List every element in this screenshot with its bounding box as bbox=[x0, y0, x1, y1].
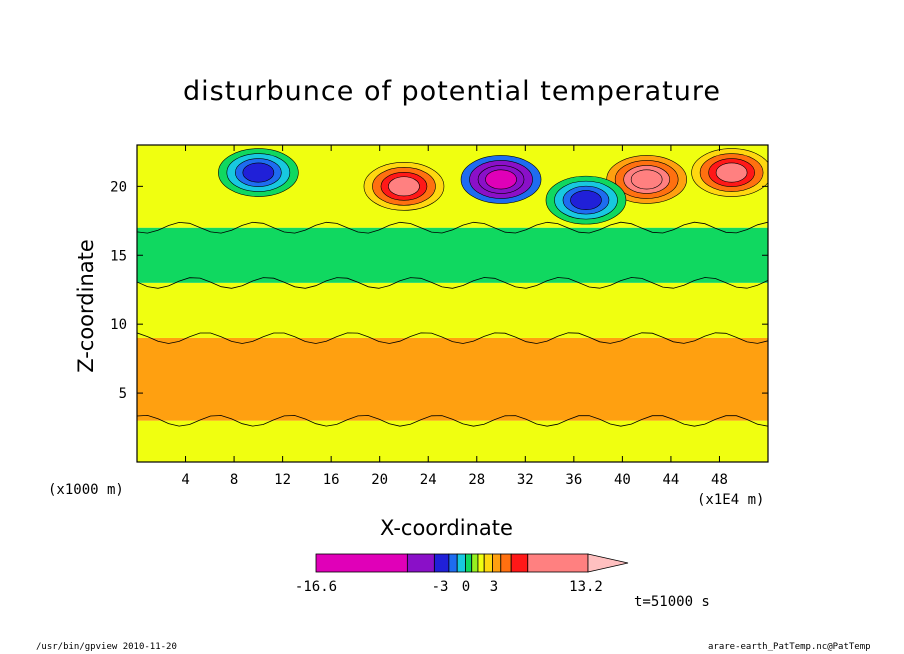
y-tick-label: 10 bbox=[110, 317, 127, 333]
contour-band bbox=[137, 227, 768, 283]
colorbar-swatch bbox=[483, 553, 493, 573]
colorbar-max-label: 13.2 bbox=[569, 579, 603, 595]
footer-file: arare-earth_PatTemp.nc@PatTemp bbox=[708, 642, 871, 652]
x-tick-label: 8 bbox=[230, 472, 238, 488]
x-tick-label: 20 bbox=[371, 472, 388, 488]
time-label: t=51000 s bbox=[634, 594, 710, 610]
x-scale-label: (x1E4 m) bbox=[697, 492, 765, 508]
colorbar-swatch bbox=[433, 553, 450, 573]
contour-band bbox=[137, 282, 768, 338]
anomaly-contour bbox=[242, 162, 275, 183]
colorbar-tick-label: 3 bbox=[490, 579, 498, 595]
colorbar-swatch bbox=[456, 553, 466, 573]
contour-line bbox=[137, 414, 768, 427]
x-axis-label: X-coordinate bbox=[380, 516, 513, 540]
colorbar-swatch bbox=[500, 553, 512, 573]
colorbar-swatch bbox=[510, 553, 529, 573]
colorbar-tick-label: 0 bbox=[462, 579, 470, 595]
colorbar-swatch bbox=[527, 553, 589, 573]
x-unit-label: (x1000 m) bbox=[48, 482, 124, 498]
y-axis: 5 10 15 20 bbox=[110, 179, 768, 402]
x-tick-label: 16 bbox=[323, 472, 340, 488]
x-tick-label: 36 bbox=[565, 472, 582, 488]
anomaly-contour bbox=[715, 162, 748, 183]
anomaly-contour bbox=[630, 169, 663, 190]
anomaly-contour bbox=[570, 190, 602, 211]
y-tick-label: 15 bbox=[110, 248, 127, 264]
colorbar-swatch bbox=[465, 553, 473, 573]
colorbar-swatch bbox=[315, 553, 408, 573]
contour-band bbox=[137, 337, 768, 421]
contour-line bbox=[137, 277, 768, 289]
anomaly-contour bbox=[388, 176, 420, 197]
x-tick-label: 12 bbox=[274, 472, 291, 488]
colorbar-arrow bbox=[587, 553, 629, 573]
x-tick-label: 24 bbox=[420, 472, 437, 488]
chart-title: disturbunce of potential temperature bbox=[183, 76, 721, 107]
x-tick-label: 48 bbox=[711, 472, 728, 488]
colorbar-min-label: -16.6 bbox=[295, 579, 337, 595]
contour-line bbox=[137, 332, 768, 344]
x-tick-label: 40 bbox=[614, 472, 631, 488]
colorbar: -16.6 13.2 -3 0 3 bbox=[295, 553, 629, 595]
plot-frame bbox=[136, 144, 769, 463]
colorbar-swatch bbox=[448, 553, 458, 573]
x-tick-label: 44 bbox=[662, 472, 679, 488]
footer-program: /usr/bin/gpview 2010-11-20 bbox=[36, 642, 177, 652]
x-tick-label: 4 bbox=[181, 472, 189, 488]
x-tick-label: 32 bbox=[517, 472, 534, 488]
colorbar-swatch bbox=[477, 553, 485, 573]
x-axis: 4 8 12 16 20 24 28 32 36 40 44 48 bbox=[181, 145, 728, 488]
y-tick-label: 5 bbox=[119, 386, 127, 402]
colorbar-swatch bbox=[492, 553, 502, 573]
colorbar-swatch bbox=[406, 553, 435, 573]
contour-line bbox=[137, 221, 768, 234]
contour-field bbox=[137, 145, 768, 462]
anomaly-contour bbox=[485, 169, 517, 190]
contour-band bbox=[137, 420, 768, 462]
colorbar-tick-label: -3 bbox=[432, 579, 449, 595]
y-axis-label: Z-coordinate bbox=[74, 239, 98, 373]
y-tick-label: 20 bbox=[110, 179, 127, 195]
x-tick-label: 28 bbox=[468, 472, 485, 488]
colorbar-swatch bbox=[471, 553, 479, 573]
